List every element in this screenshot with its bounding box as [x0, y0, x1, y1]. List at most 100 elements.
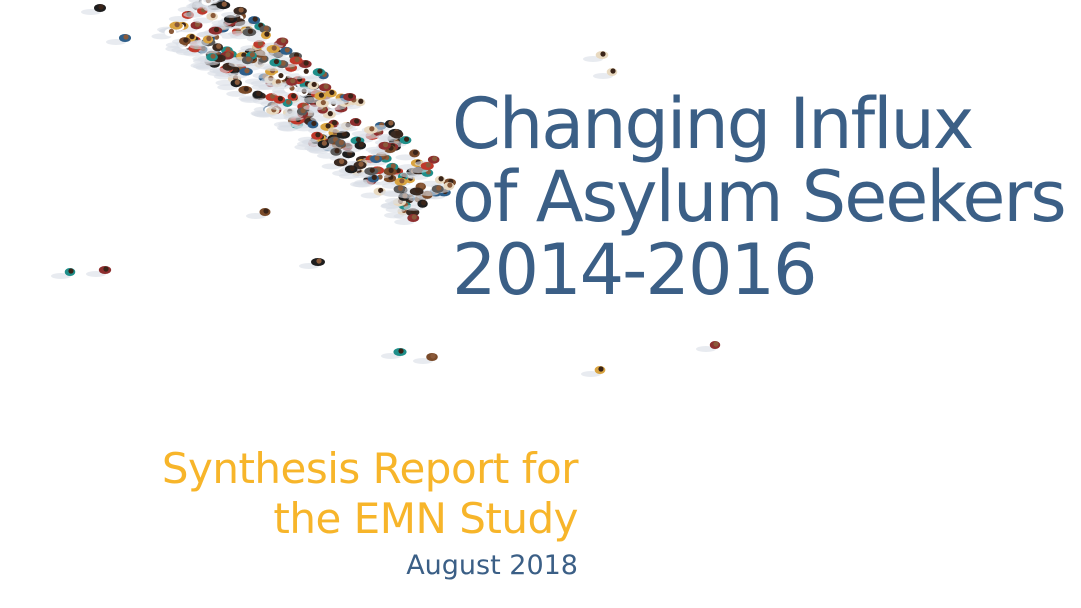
person-head	[358, 98, 364, 104]
person-head	[168, 28, 175, 35]
person-head	[210, 53, 216, 59]
person-head	[311, 120, 317, 127]
person-head	[316, 258, 322, 264]
person-head	[234, 79, 240, 85]
person-head	[244, 68, 250, 74]
person-head	[348, 93, 354, 99]
person-head	[247, 28, 253, 34]
person-head	[225, 52, 231, 58]
person-head	[318, 92, 325, 98]
shadow	[246, 36, 267, 43]
person-head	[610, 68, 616, 74]
person-head	[419, 183, 425, 189]
person-head	[280, 60, 286, 66]
report-subtitle: Synthesis Report for the EMN Study	[161, 444, 579, 544]
person-head	[397, 185, 404, 191]
person-head	[329, 89, 335, 96]
person-head	[206, 35, 212, 42]
person-head	[358, 161, 364, 167]
person-head	[303, 68, 309, 74]
person-head	[263, 208, 269, 214]
person-head	[374, 155, 380, 161]
person-head	[395, 130, 401, 136]
person-head	[252, 16, 258, 22]
person-head	[290, 78, 296, 84]
person-head	[249, 52, 255, 58]
person-head	[273, 58, 280, 65]
person-head	[369, 126, 375, 132]
title-line-1: Changing Influx	[452, 83, 974, 165]
person-head	[331, 120, 338, 126]
person-head	[278, 72, 284, 79]
person-head	[388, 120, 394, 126]
person-head	[245, 56, 252, 62]
person-head	[323, 83, 329, 89]
person-head	[415, 187, 421, 194]
person-head	[390, 163, 396, 169]
person-head	[369, 167, 375, 173]
person-head	[303, 60, 309, 66]
person-head	[411, 214, 417, 220]
person-head	[216, 43, 222, 49]
person-head	[263, 25, 269, 31]
person-head	[430, 353, 436, 359]
person-head	[294, 56, 300, 63]
person-head	[321, 140, 327, 146]
person-head	[103, 266, 109, 272]
person-head	[243, 86, 249, 92]
person-head	[334, 148, 340, 154]
person-head	[238, 7, 244, 13]
person-head	[399, 178, 405, 184]
person-head	[213, 26, 220, 33]
person-head	[189, 34, 195, 40]
person-head	[438, 176, 444, 182]
person-head	[280, 37, 286, 44]
person-head	[600, 51, 606, 57]
person-head	[403, 136, 410, 142]
person-head	[349, 165, 355, 171]
person-head	[388, 167, 394, 174]
person-head	[412, 149, 419, 156]
person-head	[317, 68, 323, 74]
person-head	[256, 90, 262, 97]
person-head	[341, 131, 347, 137]
person-head	[183, 37, 189, 43]
person-head	[221, 1, 227, 7]
person-head	[264, 31, 270, 37]
person-head	[436, 185, 442, 191]
person-head	[371, 174, 377, 181]
person-head	[293, 52, 300, 58]
subtitle-line-1: Synthesis Report for	[161, 444, 579, 493]
person-head	[327, 111, 333, 117]
subtitle-line-2: the EMN Study	[273, 494, 578, 543]
person-head	[174, 22, 180, 28]
person-head	[358, 141, 364, 148]
person-head	[315, 132, 321, 138]
person-head	[420, 200, 427, 206]
person-head	[98, 4, 104, 10]
person-head	[320, 99, 326, 106]
report-title: Changing Influx of Asylum Seekers 2014-2…	[452, 83, 1067, 311]
person-head	[398, 348, 404, 354]
person-head	[311, 81, 317, 88]
person-head	[285, 99, 292, 105]
person-head	[277, 96, 283, 102]
person-head	[339, 158, 345, 165]
person-head	[383, 142, 389, 148]
person-head	[432, 156, 438, 162]
title-line-3: 2014-2016	[452, 229, 818, 311]
person-head	[355, 136, 362, 143]
person-head	[354, 118, 360, 124]
report-date: August 2018	[406, 550, 578, 581]
person-head	[447, 182, 453, 188]
title-line-2: of Asylum Seekers	[452, 156, 1067, 238]
person-head	[241, 52, 247, 58]
person-head	[284, 47, 290, 53]
person-head	[271, 45, 277, 51]
person-head	[291, 93, 297, 99]
person-head	[598, 366, 604, 372]
person-head	[210, 12, 216, 19]
person-head	[713, 341, 719, 347]
person-head	[425, 162, 431, 168]
